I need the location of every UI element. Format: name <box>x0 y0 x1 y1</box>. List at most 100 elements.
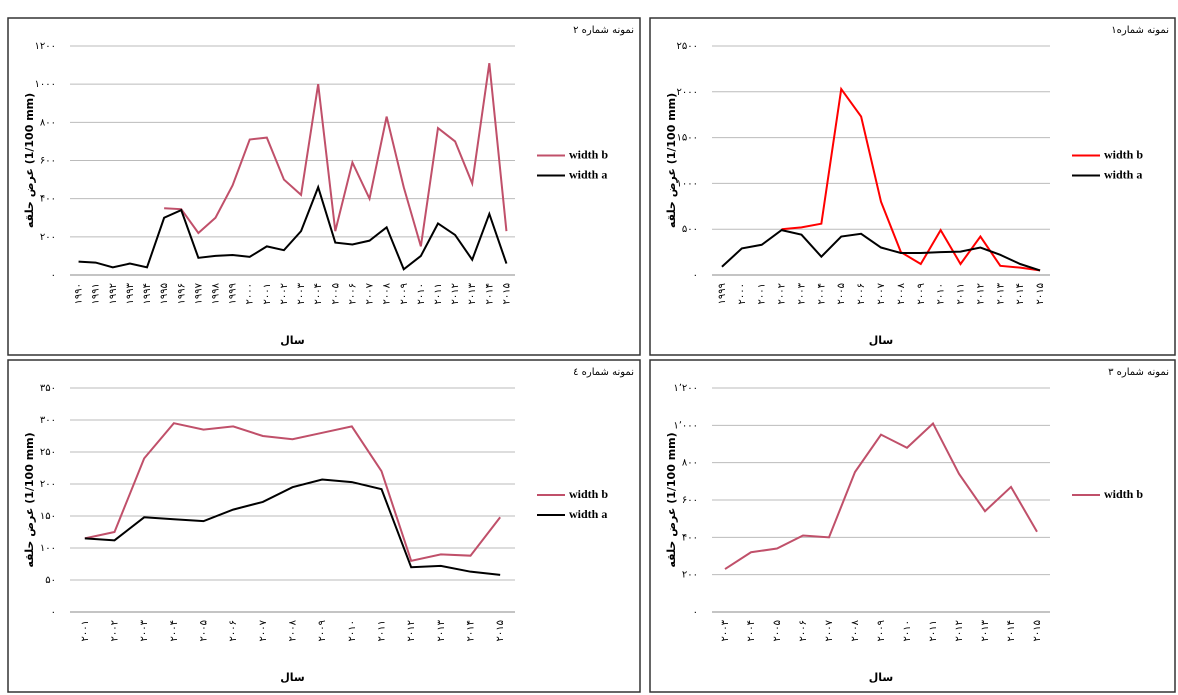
legend-label: width b <box>569 147 608 161</box>
x-tick-label: ۲۰۰۲ <box>777 283 788 304</box>
y-tick-label: ۵۰ <box>45 575 56 586</box>
x-axis-label: سال <box>280 671 305 684</box>
series-line <box>721 229 1041 272</box>
x-tick-label: ۲۰۰۴ <box>313 283 324 304</box>
x-tick-label: ۲۰۱۴ <box>1006 620 1017 641</box>
x-tick-label: ۱۹۹۶ <box>176 283 187 304</box>
y-tick-label: ۱۵۰ <box>40 511 56 522</box>
x-tick-label: ۲۰۰۳ <box>139 619 150 641</box>
x-tick-label: ۲۰۰۷ <box>824 619 835 641</box>
x-tick-label: ۱۹۹۴ <box>142 283 153 304</box>
x-axis-label: سال <box>869 671 894 684</box>
x-tick-label: ۲۰۱۳ <box>467 282 478 304</box>
y-tick-label: ۴۰۰ <box>40 194 56 205</box>
y-axis-label: عرض حلقه (1/100 mm) <box>23 93 36 228</box>
x-tick-label: ۲۰۰۹ <box>916 283 927 304</box>
x-tick-label: ۲۰۱۵ <box>495 620 506 641</box>
y-tick-label: ۲۵۰۰ <box>677 41 698 52</box>
panel-title: نمونه شماره۱ <box>1111 25 1169 36</box>
x-tick-label: ۱۹۹۳ <box>125 282 136 304</box>
x-tick-label: ۲۰۱۴ <box>1015 283 1026 304</box>
y-tick-label: ۱۲۰۰ <box>35 41 56 52</box>
y-axis-label: عرض حلقه (1/100 mm) <box>665 432 678 567</box>
x-tick-label: ۲۰۱۳ <box>436 619 447 641</box>
legend-label: width b <box>1104 147 1143 161</box>
x-tick-label: ۲۰۰۸ <box>850 619 861 641</box>
x-tick-label: ۲۰۰۹ <box>317 620 328 641</box>
x-tick-label: ۱۹۹۹ <box>717 283 728 304</box>
y-tick-label: ۱۰۰۰ <box>35 79 56 90</box>
panel-title: نمونه شماره ۳ <box>1108 367 1169 378</box>
x-tick-label: ۲۰۱۵ <box>1032 620 1043 641</box>
x-tick-label: ۲۰۱۲ <box>406 620 417 641</box>
x-tick-label: ۲۰۰۶ <box>347 283 358 304</box>
x-tick-label: ۱۹۹۰ <box>74 283 85 304</box>
x-tick-label: ۲۰۰۴ <box>169 620 180 641</box>
x-tick-label: ۲۰۰۷ <box>258 619 269 641</box>
x-tick-label: ۲۰۰۱ <box>80 620 91 641</box>
y-tick-label: ۰ <box>51 607 56 618</box>
x-tick-label: ۲۰۱۱ <box>377 620 388 641</box>
x-tick-label: ۲۰۰۹ <box>876 620 887 641</box>
y-tick-label: ۲۰۰ <box>682 570 698 581</box>
x-tick-label: ۲۰۰۴ <box>816 283 827 304</box>
x-tick-label: ۲۰۱۱ <box>433 283 444 304</box>
x-tick-label: ۲۰۱۴ <box>466 620 477 641</box>
x-tick-label: ۱۹۹۵ <box>159 283 170 304</box>
y-axis-label: عرض حلقه (1/100 mm) <box>665 93 678 228</box>
x-tick-label: ۲۰۰۶ <box>228 620 239 641</box>
x-tick-label: ۱۹۹۲ <box>108 283 119 304</box>
x-tick-label: ۲۰۰۷ <box>876 282 887 304</box>
x-tick-label: ۲۰۱۵ <box>1035 283 1046 304</box>
legend-label: width b <box>569 487 608 501</box>
y-tick-label: ۵۰۰ <box>682 224 698 235</box>
y-tick-label: ۲۵۰ <box>40 447 56 458</box>
series-line <box>78 184 508 271</box>
series-line <box>781 86 1041 272</box>
x-tick-label: ۲۰۰۶ <box>798 620 809 641</box>
legend-label: width b <box>1104 487 1143 501</box>
x-tick-label: ۲۰۱۰ <box>416 283 427 304</box>
series-line <box>84 478 501 576</box>
y-tick-label: ۰ <box>51 270 56 281</box>
x-tick-label: ۲۰۰۴ <box>746 620 757 641</box>
y-tick-label: ۸۰۰ <box>40 117 56 128</box>
y-tick-label: ۶۰۰ <box>682 495 698 506</box>
y-tick-label: ۶۰۰ <box>40 156 56 167</box>
x-tick-label: ۲۰۰۸ <box>896 282 907 304</box>
y-tick-label: ۸۰۰ <box>682 458 698 469</box>
series-line <box>164 63 508 247</box>
x-tick-label: ۲۰۱۲ <box>975 283 986 304</box>
panel-border <box>7 359 641 693</box>
x-tick-label: ۲۰۱۰ <box>936 283 947 304</box>
y-tick-label: ۱۵۰۰ <box>677 133 698 144</box>
legend-label: width a <box>1104 167 1142 181</box>
x-tick-label: ۲۰۱۴ <box>484 283 495 304</box>
x-tick-label: ۱۹۹۹ <box>228 283 239 304</box>
y-tick-label: ۲۰۰۰ <box>677 87 698 98</box>
x-tick-label: ۲۰۰۹ <box>399 283 410 304</box>
x-tick-label: ۲۰۰۱ <box>262 283 273 304</box>
x-tick-label: ۱۹۹۱ <box>91 283 102 304</box>
x-tick-label: ۲۰۰۶ <box>856 283 867 304</box>
panel-border <box>649 17 1176 356</box>
x-tick-label: ۲۰۱۱ <box>956 283 967 304</box>
x-tick-label: ۲۰۰۵ <box>772 620 783 641</box>
panel-border <box>7 17 641 356</box>
y-tick-label: ۱۰۰ <box>40 543 56 554</box>
x-tick-label: ۲۰۰۳ <box>796 282 807 304</box>
x-axis-label: سال <box>280 334 305 347</box>
y-tick-label: ۲۰۰ <box>40 479 56 490</box>
x-tick-label: ۲۰۰۰ <box>737 283 748 304</box>
legend-label: width a <box>569 167 607 181</box>
x-tick-label: ۲۰۰۱ <box>757 283 768 304</box>
y-tick-label: ۱٬۲۰۰ <box>673 383 698 394</box>
series-line <box>724 421 1038 570</box>
y-tick-label: ۱٬۰۰۰ <box>673 420 698 431</box>
x-tick-label: ۲۰۰۵ <box>330 283 341 304</box>
x-tick-label: ۲۰۱۰ <box>902 620 913 641</box>
x-tick-label: ۲۰۰۳ <box>296 282 307 304</box>
x-tick-label: ۲۰۱۲ <box>954 620 965 641</box>
x-axis-label: سال <box>869 334 894 347</box>
